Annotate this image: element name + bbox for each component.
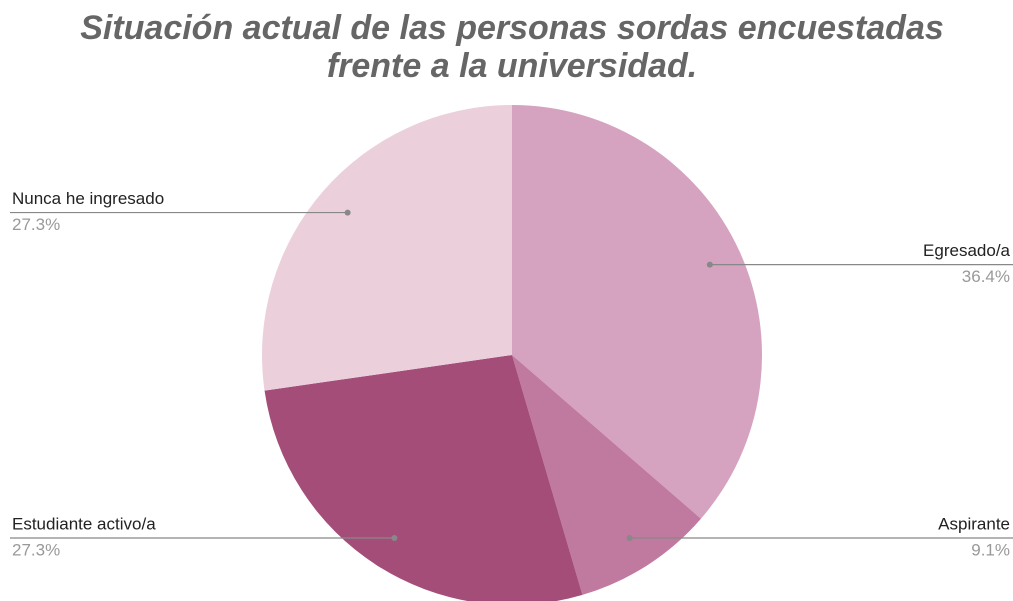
slice-value: 27.3% [12,215,60,234]
slice-label: Egresado/a [923,241,1010,260]
slice-value: 36.4% [962,267,1010,286]
leader-dot [706,261,713,268]
chart-title: Situación actual de las personas sordas … [80,9,944,47]
slice-label: Estudiante activo/a [12,514,156,533]
leader-dot [391,534,398,541]
slice-value: 27.3% [12,540,60,559]
leader-dot [344,209,351,216]
chart-title: frente a la universidad. [327,47,697,85]
pie-slice [264,355,583,601]
slice-label: Nunca he ingresado [12,189,164,208]
pie-slice [262,105,512,391]
pie-slice [512,105,762,519]
leader-dot [626,534,633,541]
pie-slice [512,355,701,595]
slice-label: Aspirante [938,514,1010,533]
slice-value: 9.1% [971,540,1010,559]
